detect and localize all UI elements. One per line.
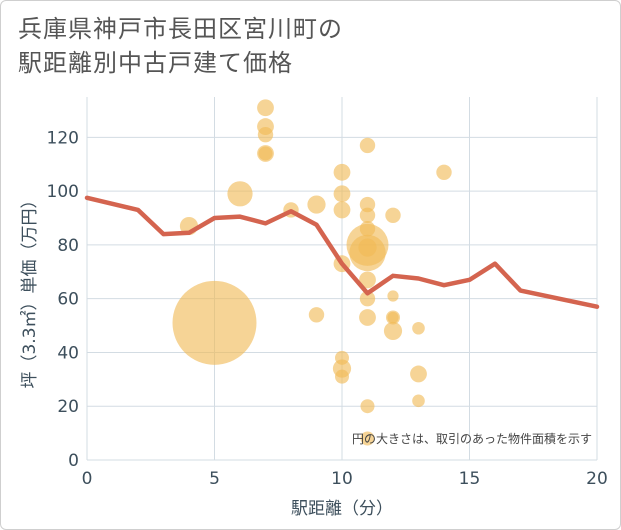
grid-lines: [86, 97, 598, 461]
bubble-point: [412, 321, 425, 335]
bubble-point: [359, 207, 376, 224]
chart-title-line-2: 駅距離別中古戸建て価格: [18, 49, 293, 77]
bubble-point: [436, 164, 452, 180]
bubble-point: [383, 321, 403, 341]
y-tick-label: 20: [57, 397, 79, 417]
bubble-point: [387, 290, 399, 302]
bubble-point: [359, 271, 376, 289]
bubble-point: [412, 394, 425, 408]
chart-title: 兵庫県神戸市長田区宮川町の 駅距離別中古戸建て価格: [18, 12, 578, 80]
bubble-point: [307, 195, 326, 214]
bubble-point: [359, 196, 376, 213]
bubble-point: [359, 290, 376, 307]
bubble-point: [333, 201, 351, 219]
bubble-point: [358, 238, 377, 257]
bubble-point: [333, 163, 351, 181]
bubble-point: [227, 181, 253, 207]
y-tick-label: 40: [57, 343, 79, 363]
bubble-point: [360, 431, 375, 446]
bubble-point: [410, 365, 427, 383]
x-tick-label: 20: [586, 469, 608, 489]
y-tick-label: 80: [57, 236, 79, 256]
y-tick-label: 0: [68, 451, 79, 471]
bubble-point: [387, 311, 399, 324]
bubble-point: [258, 146, 273, 161]
y-tick-label: 100: [47, 182, 79, 202]
x-tick-label: 0: [82, 469, 93, 489]
bubble-point: [257, 99, 274, 117]
x-tick-label: 10: [331, 469, 353, 489]
bubble-point: [257, 126, 274, 143]
bubble-point: [308, 307, 325, 323]
x-tick-label: 15: [459, 469, 481, 489]
bubble-point: [335, 369, 349, 384]
y-axis-label: 坪（3.3㎡）単価（万円）: [20, 191, 40, 388]
y-tick-label: 60: [57, 290, 79, 310]
axis-ticks: 0 5 10 15 20 0 20 40 60 80 100 120: [47, 128, 608, 489]
bubble-point: [360, 399, 375, 414]
x-axis-label: 駅距離（分）: [291, 499, 393, 519]
chart-title-line-1: 兵庫県神戸市長田区宮川町の: [18, 15, 343, 43]
bubble-point: [333, 185, 351, 203]
bubble-point: [172, 280, 257, 365]
bubble-point: [335, 350, 349, 365]
size-legend-note: 円の大きさは、取引のあった物件面積を示す: [352, 431, 592, 446]
bubble-point: [385, 207, 401, 224]
bubble-point: [359, 137, 376, 154]
bubble-point: [359, 221, 376, 237]
trend-line-series: [84, 195, 600, 309]
x-tick-label: 5: [209, 469, 220, 489]
y-tick-label: 120: [47, 128, 79, 148]
bubble-point: [359, 309, 376, 326]
trend-line: [84, 195, 600, 309]
